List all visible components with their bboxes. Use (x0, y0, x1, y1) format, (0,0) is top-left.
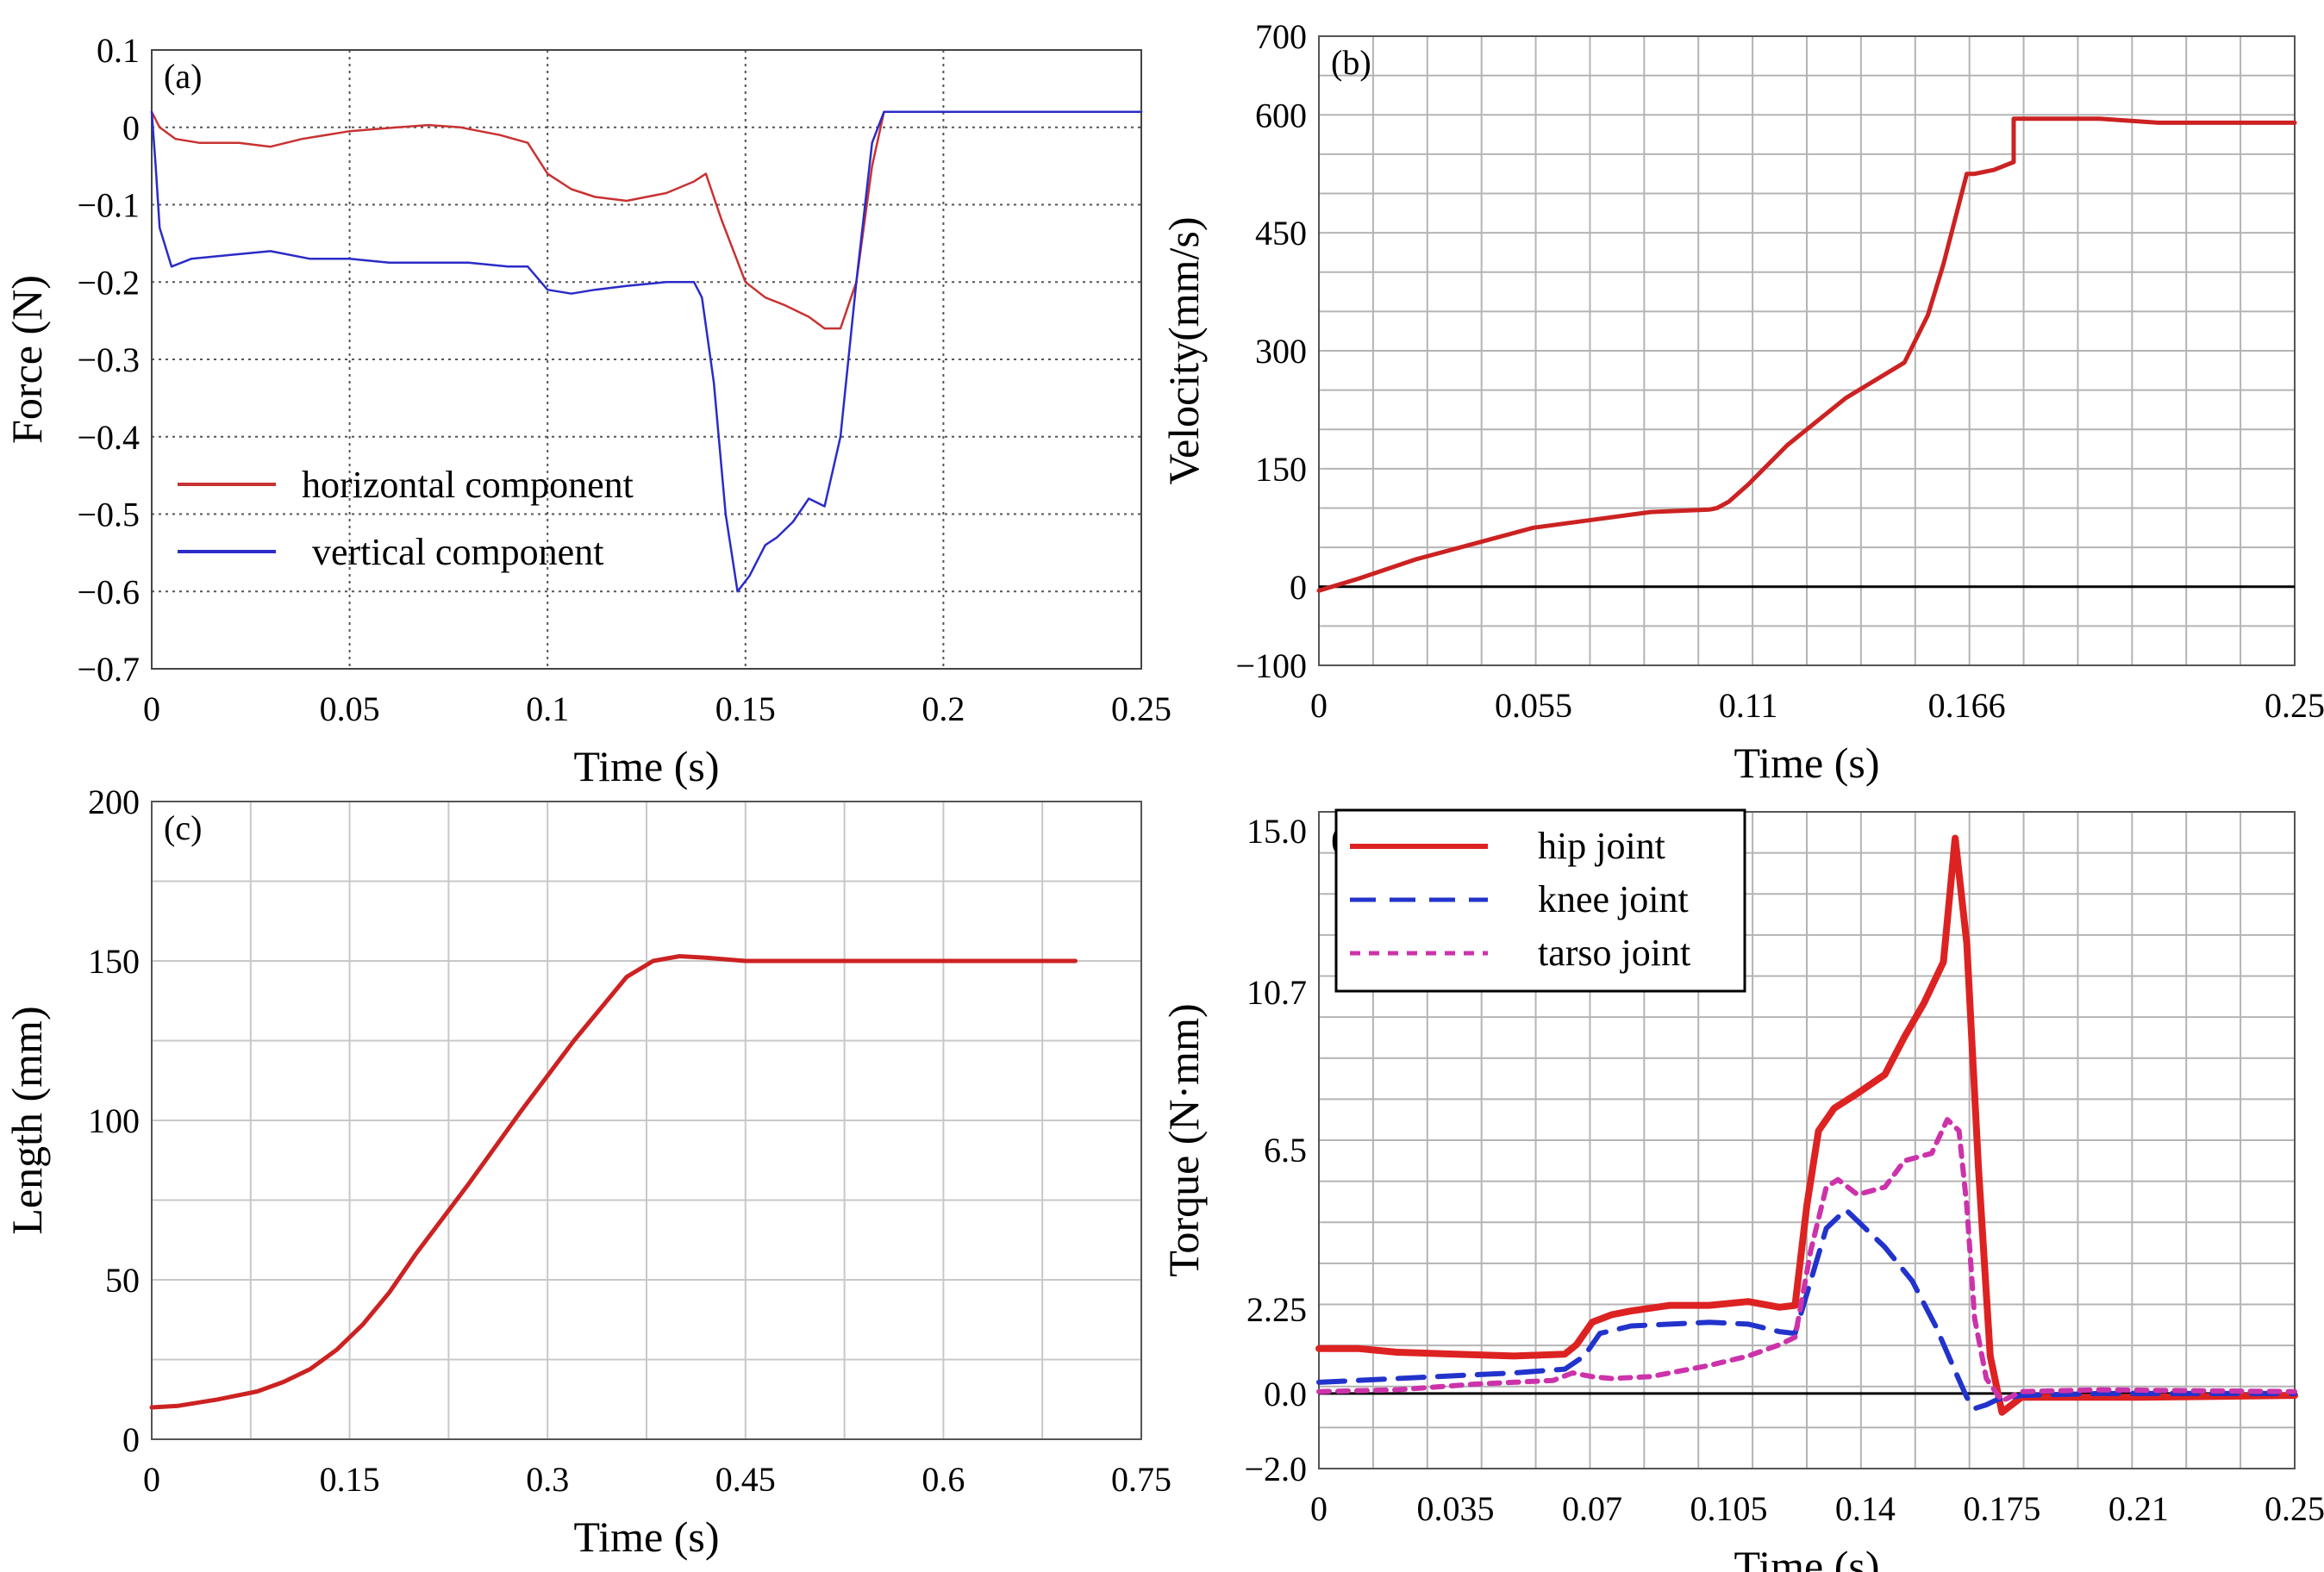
y-tick-label: 50 (105, 1261, 140, 1300)
x-tick-label: 0.25 (2265, 1489, 2324, 1528)
y-tick-label: 6.5 (1264, 1131, 1307, 1170)
x-tick-label: 0.25 (1111, 689, 1171, 728)
x-axis-title: Time (s) (573, 742, 719, 790)
y-tick-label: 0 (122, 109, 140, 147)
y-tick-label: −0.3 (77, 340, 140, 379)
x-axis-title: Time (s) (573, 1513, 719, 1561)
x-tick-label: 0.6 (921, 1460, 965, 1499)
x-tick-label: 0.166 (1928, 686, 2006, 725)
legend-label: vertical component (312, 531, 603, 573)
y-tick-label: −100 (1235, 646, 1307, 685)
y-tick-label: −2.0 (1244, 1450, 1307, 1488)
x-tick-label: 0.175 (1963, 1489, 2040, 1528)
panel-d: −2.0 0.0 2.25 6.5 10.7 15.0 0 0.035 0.07 0.105 0.1… (1159, 808, 2324, 1572)
x-tick-label: 0.14 (1835, 1489, 1896, 1528)
panel-label: (a) (164, 57, 202, 96)
series-line-length (149, 954, 1078, 1410)
grid-a (151, 49, 1142, 670)
y-axis-title: Length (mm) (3, 1006, 51, 1234)
x-tick-label: 0.055 (1495, 686, 1572, 725)
y-axis-title: Force (N) (3, 275, 51, 444)
y-tick-label: 0 (1290, 568, 1307, 607)
y-tick-label: 450 (1255, 214, 1307, 253)
y-tick-label: 600 (1255, 96, 1307, 134)
x-tick-label: 0.21 (2108, 1489, 2169, 1528)
x-tick-label: 0.45 (715, 1460, 776, 1499)
y-tick-label: 10.7 (1246, 973, 1307, 1012)
y-tick-label: 2.25 (1246, 1290, 1307, 1329)
y-tick-label: −0.5 (77, 496, 140, 534)
y-tick-label: −0.7 (77, 650, 140, 689)
y-tick-label: −0.1 (77, 186, 140, 225)
legend: hip joint knee joint tarso joint (1334, 808, 1746, 993)
x-axis-title: Time (s) (1734, 1542, 1879, 1572)
y-tick-label: 150 (1255, 450, 1307, 489)
x-tick-label: 0.1 (526, 689, 569, 728)
x-tick-label: 0.75 (1111, 1460, 1171, 1499)
panel-label: (c) (164, 808, 202, 847)
legend-label: hip joint (1538, 825, 1665, 867)
x-tick-label: 0.15 (715, 689, 776, 728)
y-tick-label: 150 (88, 942, 140, 981)
y-axis-title: Torque (N·mm) (1159, 1003, 1208, 1276)
y-tick-label: 700 (1255, 17, 1307, 56)
series-line-tarso-joint (1316, 1117, 2297, 1404)
plot-frame-b (1318, 35, 2296, 666)
x-tick-label: 0 (143, 689, 160, 728)
plot-frame-a (151, 49, 1142, 670)
grid-b (1318, 35, 2296, 666)
y-tick-label: 15.0 (1246, 812, 1307, 851)
y-tick-label: 300 (1255, 332, 1307, 371)
panel-label: (b) (1331, 43, 1371, 82)
grid-c (151, 801, 1142, 1440)
y-tick-label: 0.1 (97, 31, 140, 70)
x-tick-label: 0.035 (1416, 1489, 1494, 1528)
x-tick-label: 0 (143, 1460, 160, 1499)
x-tick-label: 0.05 (320, 689, 380, 728)
legend-label: tarso joint (1538, 932, 1690, 974)
x-tick-label: 0.105 (1690, 1489, 1767, 1528)
x-tick-label: 0.2 (921, 689, 965, 728)
x-tick-label: 0.3 (526, 1460, 569, 1499)
plot-frame-c (151, 801, 1142, 1440)
x-tick-label: 0.15 (320, 1460, 380, 1499)
series-line-velocity (1316, 116, 2297, 593)
x-tick-label: 0 (1310, 686, 1328, 725)
y-axis-title: Velocity(mm/s) (1159, 216, 1208, 484)
panel-a: 0.10−0.1−0.2−0.3−0.4−0.5−0.6−0.70 0.05 0.1… (3, 31, 1171, 790)
y-tick-label: −0.2 (77, 263, 140, 302)
plot-frame-d (1318, 811, 2296, 1469)
y-tick-label: 0.0 (1264, 1375, 1307, 1413)
x-tick-label: 0.07 (1562, 1489, 1622, 1528)
y-tick-label: −0.6 (77, 572, 140, 611)
x-tick-label: 0.11 (1719, 686, 1778, 725)
series-line-vertical-component (150, 110, 1143, 593)
x-tick-label: 0 (1310, 1489, 1328, 1528)
legend: horizontal component vertical component (178, 464, 634, 573)
series-line-knee-joint (1316, 1207, 2297, 1412)
y-tick-label: −0.4 (77, 418, 140, 457)
x-tick-label: 0.25 (2265, 686, 2324, 725)
legend-label: knee joint (1538, 878, 1689, 920)
series-line-horizontal-component (150, 110, 1143, 330)
panel-c: 0 50 100 150 200 0 0.15 0.3 0.45 0.6 0.75 Time (s) L… (3, 783, 1171, 1561)
legend-label: horizontal component (302, 464, 634, 506)
x-axis-title: Time (s) (1734, 739, 1879, 787)
y-tick-label: 100 (88, 1101, 140, 1140)
y-tick-label: 0 (122, 1420, 140, 1459)
y-tick-label: 200 (88, 783, 140, 821)
